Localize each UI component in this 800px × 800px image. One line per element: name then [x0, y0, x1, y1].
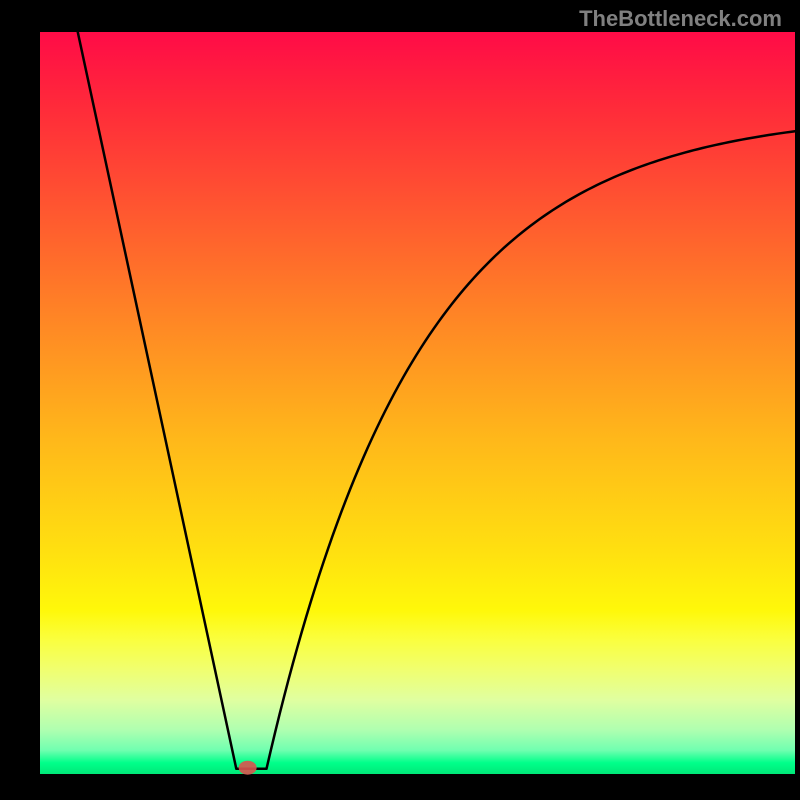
- plot-area-background: [40, 32, 795, 774]
- optimal-point-marker: [239, 761, 257, 775]
- chart-container: TheBottleneck.com: [0, 0, 800, 800]
- bottleneck-chart: [0, 0, 800, 800]
- watermark-text: TheBottleneck.com: [579, 6, 782, 32]
